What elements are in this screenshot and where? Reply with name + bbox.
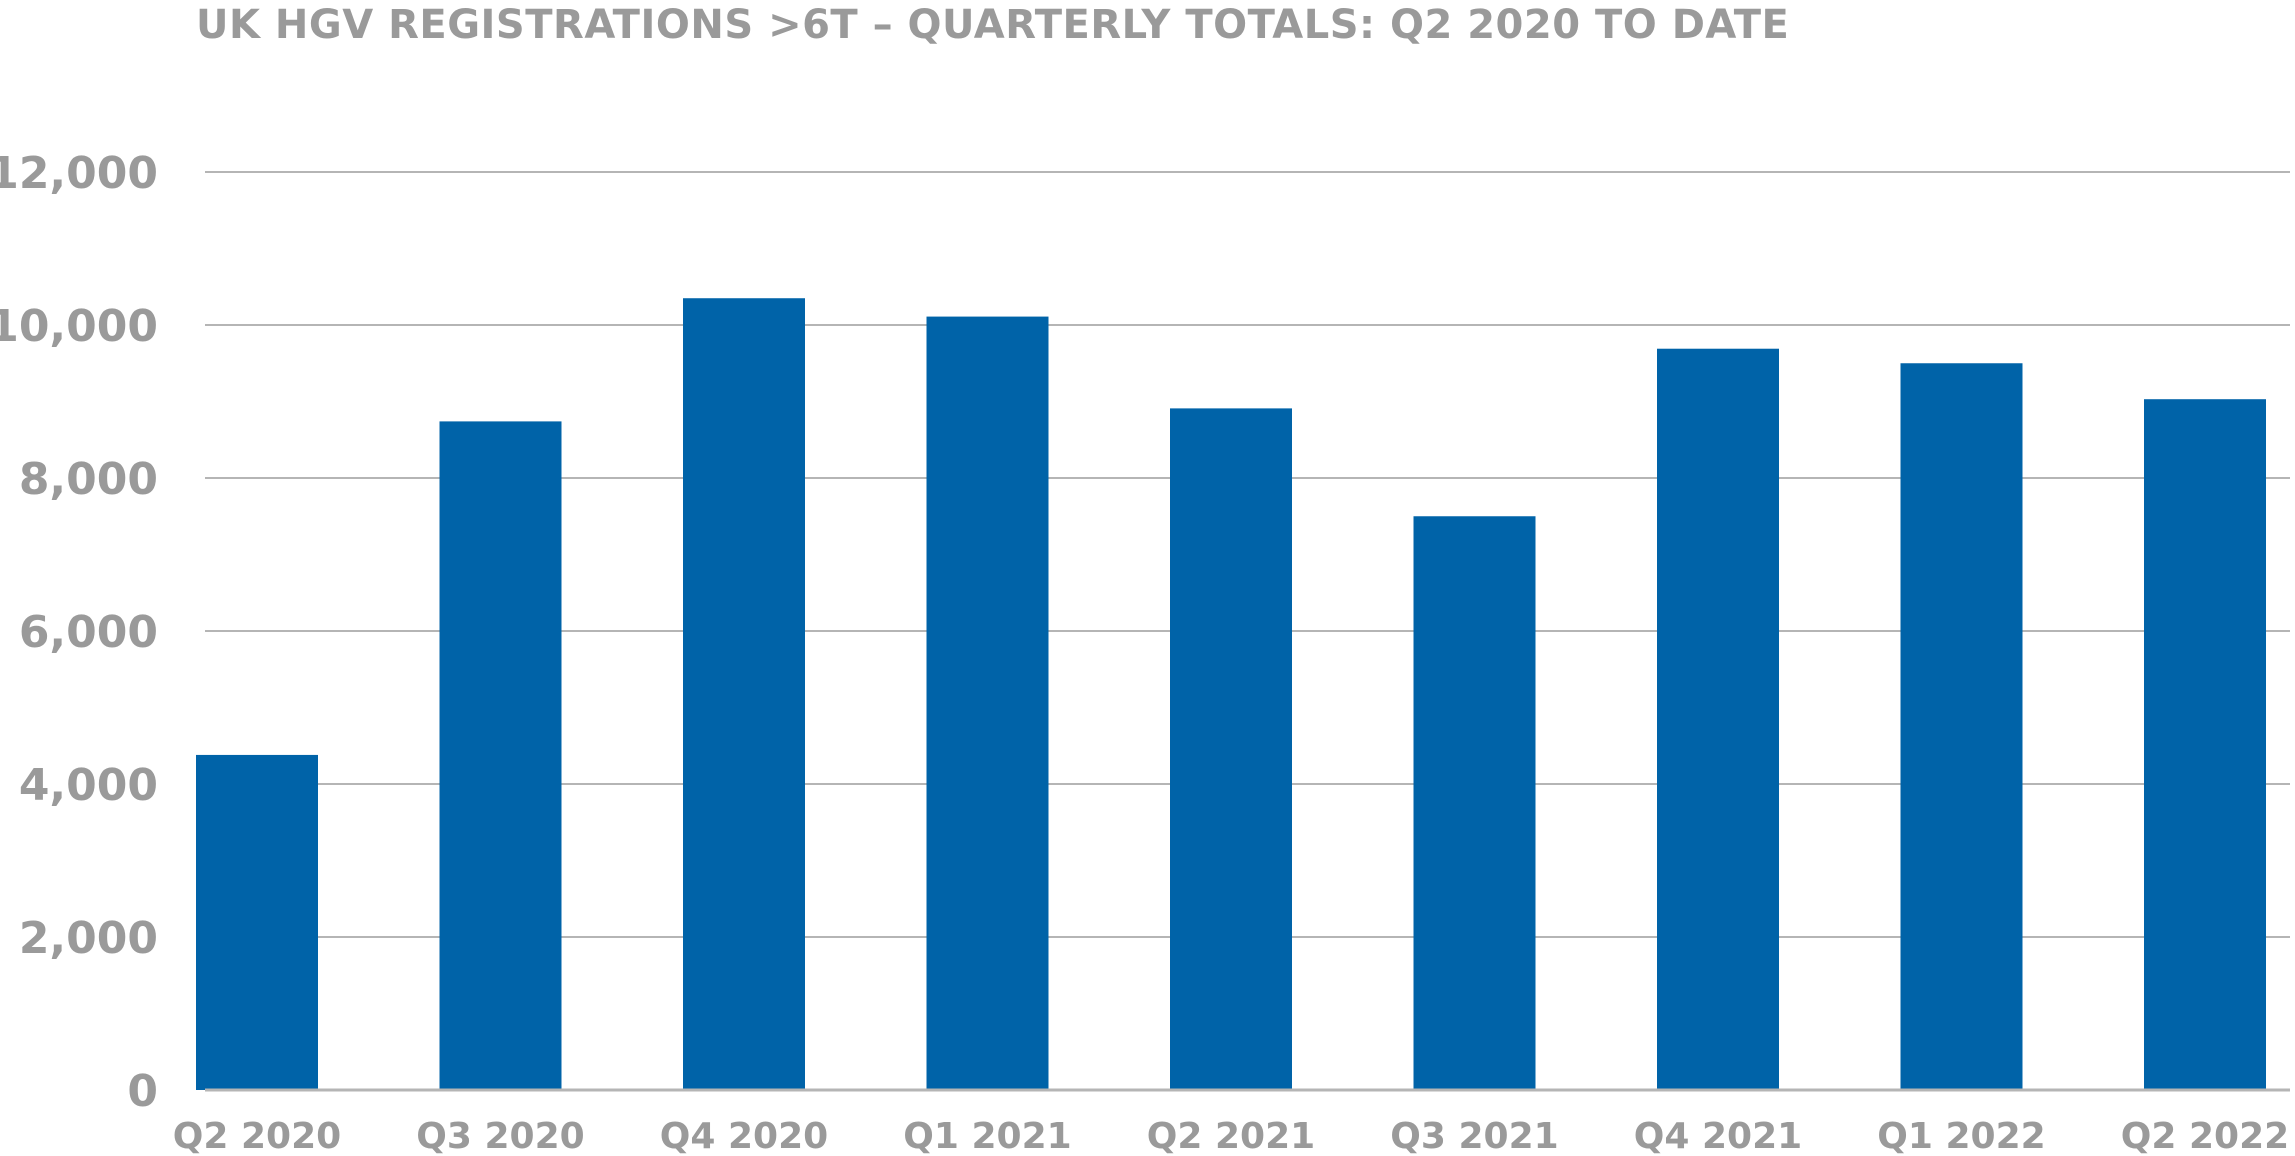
x-tick-label: Q2 2021: [1147, 1116, 1315, 1156]
x-tick-label: Q1 2021: [903, 1116, 1071, 1156]
bar: [196, 754, 318, 1090]
y-tick-label: 10,000: [0, 301, 158, 352]
bar: [683, 298, 805, 1091]
chart-title: UK HGV REGISTRATIONS >6T – QUARTERLY TOT…: [196, 2, 1790, 48]
y-tick-label: 8,000: [19, 454, 158, 505]
bar: [926, 316, 1049, 1091]
y-tick-label: 4,000: [19, 760, 158, 811]
y-tick-label: 0: [127, 1066, 158, 1117]
x-tick-label: Q4 2020: [660, 1116, 828, 1156]
x-tick-label: Q4 2021: [1634, 1116, 1802, 1156]
bar: [1170, 408, 1292, 1090]
y-axis-ticks: 0 2,000 4,000 6,000 8,000 10,000 12,000: [0, 148, 158, 1117]
x-tick-label: Q3 2021: [1390, 1116, 1558, 1156]
y-tick-label: 6,000: [19, 607, 158, 658]
bar: [1657, 348, 1779, 1091]
bar: [439, 421, 562, 1090]
x-tick-label: Q2 2022: [2121, 1116, 2289, 1156]
x-tick-label: Q3 2020: [416, 1116, 584, 1156]
y-tick-label: 2,000: [19, 913, 158, 964]
bar: [1413, 516, 1536, 1090]
y-tick-label: 12,000: [0, 148, 158, 199]
bar: [2144, 399, 2266, 1091]
bar: [1900, 363, 2023, 1090]
x-tick-label: Q2 2020: [173, 1116, 341, 1156]
x-axis-ticks: Q2 2020 Q3 2020 Q4 2020 Q1 2021 Q2 2021 Q3 20…: [173, 1116, 2289, 1156]
x-tick-label: Q1 2022: [1877, 1116, 2045, 1156]
bars: [196, 298, 2266, 1091]
